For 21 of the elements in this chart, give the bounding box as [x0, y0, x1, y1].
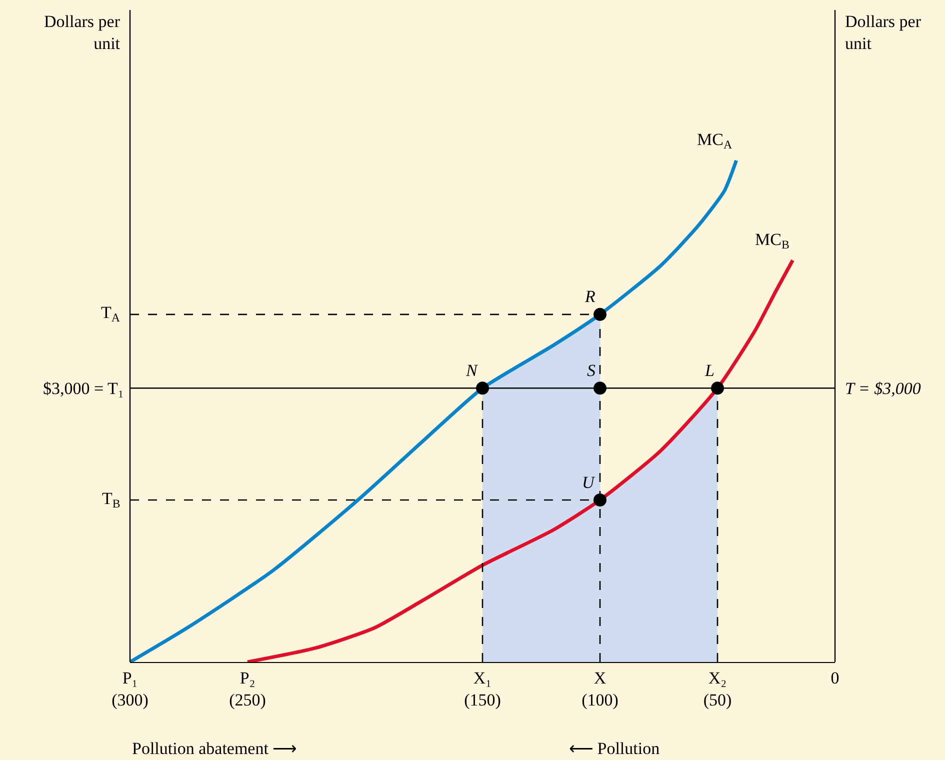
annotation: MC$_{B}$	[755, 230, 790, 252]
text: Pollution abatement ⟶	[132, 739, 297, 758]
x-tick-label: X₂ (50)	[703, 668, 732, 710]
text: ⟵ Pollution	[569, 739, 660, 758]
annotation: MC$_{A}$	[697, 130, 732, 152]
annotation: T = $3,000	[845, 379, 922, 398]
ref-line-label: $3,000 = T₁	[43, 379, 124, 398]
text: Dollars per unit	[845, 12, 922, 54]
annotation: N	[465, 361, 479, 380]
x-tick-label: X₁ (150)	[464, 668, 501, 710]
x-tick-label: P₁ (300)	[112, 668, 148, 710]
annotation: L	[704, 361, 714, 380]
annotation: S	[587, 361, 596, 380]
annotation: T$_{B}$	[102, 489, 120, 511]
text: Dollars per unit	[44, 12, 120, 54]
x-tick-label: P₂ (250)	[229, 668, 266, 710]
annotation: T$_{A}$	[101, 303, 120, 325]
annotation: U	[582, 473, 596, 492]
x-tick-label: X (100)	[582, 668, 618, 710]
x-tick-label: 0	[830, 668, 840, 688]
annotation: R	[584, 287, 596, 306]
